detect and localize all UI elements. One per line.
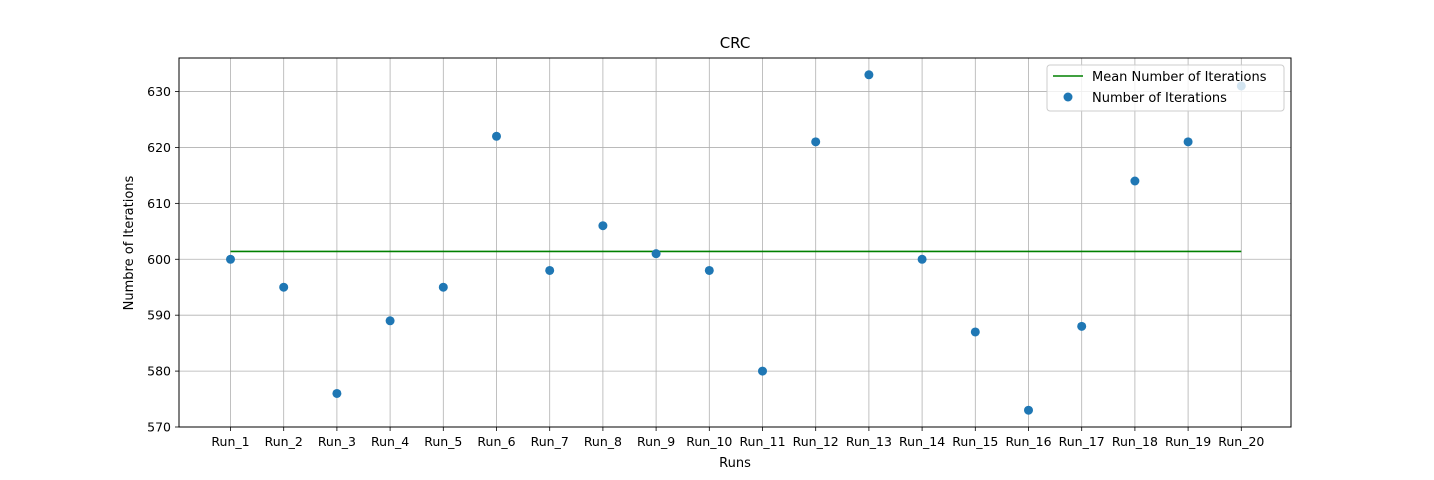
grid <box>179 58 1291 428</box>
x-tick-label: Run_8 <box>584 434 622 449</box>
scatter-point <box>438 282 448 292</box>
y-tick-label: 580 <box>147 364 171 379</box>
y-tick-label: 630 <box>147 84 171 99</box>
scatter-point <box>1077 321 1087 331</box>
x-tick-label: Run_5 <box>424 434 462 449</box>
scatter-point <box>226 254 235 264</box>
scatter-point <box>811 137 821 147</box>
scatter-point <box>970 327 980 337</box>
scatter-point <box>1024 405 1033 415</box>
x-tick-label: Run_13 <box>846 434 892 449</box>
y-axis-label: Numbre of Iterations <box>122 175 137 310</box>
scatter-point <box>758 366 767 376</box>
plot-frame <box>178 57 1292 428</box>
x-tick-label: Run_15 <box>952 434 998 449</box>
x-axis-ticks: Run_1 Run_2 Run_3 Run_4 Run_5 Run_6 Run_7 Run_8… <box>211 427 1264 449</box>
scatter-point <box>917 254 927 264</box>
x-axis-label: Runs <box>719 456 751 471</box>
x-tick-label: Run_19 <box>1165 434 1211 449</box>
x-tick-label: Run_16 <box>1005 434 1051 449</box>
scatter-point <box>545 265 555 275</box>
scatter-point <box>332 388 342 398</box>
scatter-point <box>492 131 501 141</box>
y-tick-label: 620 <box>147 140 171 155</box>
x-tick-label: Run_6 <box>477 434 515 449</box>
x-tick-label: Run_12 <box>793 434 839 449</box>
y-axis-ticks: 570 580 590 600 610 620 630 <box>147 84 179 435</box>
scatter-point <box>385 316 395 326</box>
x-tick-label: Run_3 <box>318 434 356 449</box>
legend-mean-label: Mean Number of Iterations <box>1092 70 1267 85</box>
x-tick-label: Run_10 <box>686 434 732 449</box>
scatter-point <box>1183 137 1193 147</box>
scatter-point <box>864 70 874 80</box>
x-tick-label: Run_2 <box>265 434 303 449</box>
x-tick-label: Run_17 <box>1059 434 1105 449</box>
y-tick-label: 590 <box>147 308 171 323</box>
x-tick-label: Run_1 <box>211 434 249 449</box>
x-tick-label: Run_18 <box>1112 434 1158 449</box>
scatter-point <box>598 221 608 231</box>
x-tick-label: Run_7 <box>531 434 569 449</box>
y-tick-label: 600 <box>147 252 171 267</box>
scatter-points <box>226 70 1246 415</box>
x-tick-label: Run_20 <box>1218 434 1264 449</box>
scatter-point <box>704 265 714 275</box>
x-tick-label: Run_11 <box>739 434 785 449</box>
x-tick-label: Run_4 <box>371 434 409 449</box>
y-tick-label: 570 <box>147 420 171 435</box>
x-tick-label: Run_14 <box>899 434 945 449</box>
legend-box <box>1046 64 1285 112</box>
legend: Mean Number of Iterations Number of Iter… <box>1046 64 1285 112</box>
scatter-point <box>651 249 661 259</box>
scatter-point <box>279 282 289 292</box>
legend-scatter-label: Number of Iterations <box>1092 91 1227 106</box>
y-tick-label: 610 <box>147 196 171 211</box>
x-tick-label: Run_9 <box>637 434 675 449</box>
chart-title: CRC <box>720 34 751 52</box>
scatter-point <box>1130 176 1140 186</box>
legend-scatter-swatch <box>1063 92 1073 102</box>
